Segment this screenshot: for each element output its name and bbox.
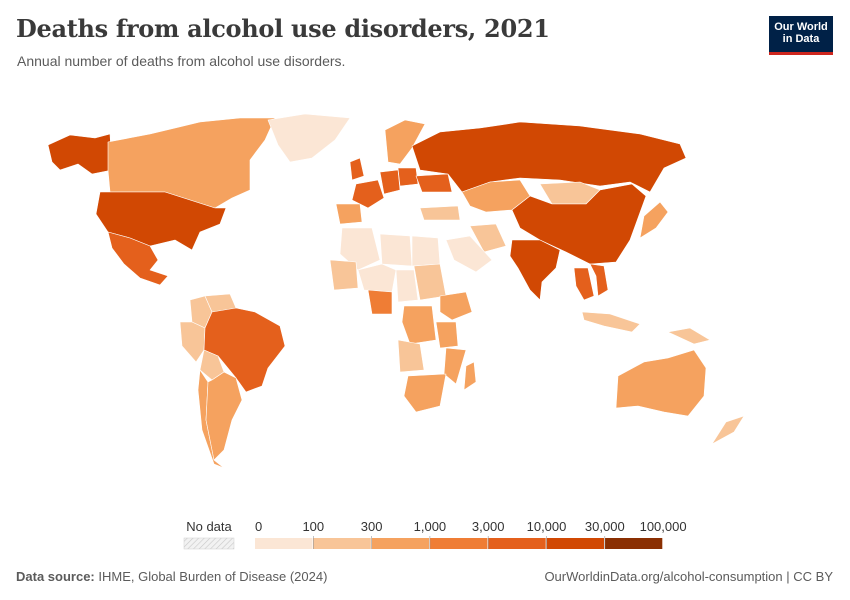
- region-new-zealand[interactable]: [711, 415, 745, 445]
- legend-tick-label: 0: [255, 519, 262, 534]
- legend-bin-3[interactable]: [429, 538, 488, 549]
- footer-source: Data source: IHME, Global Burden of Dise…: [16, 569, 327, 584]
- source-url-link[interactable]: OurWorldinData.org/alcohol-consumption: [544, 569, 783, 584]
- legend-tick-label: 1,000: [414, 519, 447, 534]
- license-link[interactable]: CC BY: [793, 569, 833, 584]
- world-map: [47, 113, 745, 469]
- legend: No data 0 100 300 1,000 3,000 10,000 30,000 100…: [183, 519, 687, 550]
- legend-tick-label: 30,000: [585, 519, 625, 534]
- region-iran[interactable]: [469, 223, 507, 253]
- region-vietnam[interactable]: [589, 263, 609, 297]
- region-south-africa[interactable]: [403, 373, 447, 413]
- owid-logo[interactable]: Our World in Data: [769, 16, 833, 55]
- region-sudan[interactable]: [413, 263, 447, 301]
- region-alaska[interactable]: [47, 133, 113, 175]
- region-tanzania[interactable]: [435, 321, 459, 349]
- legend-no-data-label: No data: [186, 519, 232, 534]
- region-thailand[interactable]: [573, 267, 595, 301]
- region-greenland[interactable]: [267, 113, 351, 163]
- region-angola[interactable]: [397, 339, 425, 373]
- region-ethiopia[interactable]: [439, 291, 473, 321]
- legend-bin-0[interactable]: [255, 538, 313, 549]
- region-mexico[interactable]: [107, 231, 169, 286]
- region-indonesia[interactable]: [581, 311, 641, 333]
- region-madagascar[interactable]: [463, 361, 477, 391]
- footer-separator: |: [782, 569, 794, 584]
- legend-bin-4[interactable]: [488, 538, 546, 549]
- region-india[interactable]: [509, 239, 561, 301]
- map-regions: [47, 113, 745, 469]
- region-united-kingdom[interactable]: [349, 157, 365, 181]
- region-spain[interactable]: [335, 203, 363, 225]
- chart-title: Deaths from alcohol use disorders, 2021: [16, 14, 550, 43]
- region-niger[interactable]: [357, 263, 397, 293]
- legend-bins: 0 100 300 1,000 3,000 10,000 30,000 100,000: [255, 519, 687, 549]
- region-mozambique[interactable]: [443, 347, 467, 385]
- region-ukraine[interactable]: [415, 173, 453, 193]
- region-poland[interactable]: [397, 167, 419, 187]
- region-libya[interactable]: [379, 233, 413, 267]
- region-japan[interactable]: [639, 201, 669, 239]
- logo-line-2: in Data: [782, 33, 820, 45]
- region-dr-congo[interactable]: [401, 305, 437, 345]
- legend-bin-2[interactable]: [371, 538, 430, 549]
- source-text: IHME, Global Burden of Disease (2024): [98, 569, 328, 584]
- region-algeria[interactable]: [339, 227, 381, 271]
- legend-no-data-swatch: [183, 537, 235, 550]
- legend-tick-label: 100,000: [640, 519, 687, 534]
- region-nigeria[interactable]: [367, 289, 393, 315]
- legend-bin-6[interactable]: [604, 538, 663, 549]
- region-papua-new-guinea[interactable]: [667, 327, 711, 345]
- source-label: Data source:: [16, 569, 95, 584]
- region-turkey[interactable]: [419, 205, 461, 221]
- region-australia[interactable]: [615, 349, 707, 417]
- legend-bin-5[interactable]: [546, 538, 605, 549]
- region-russia[interactable]: [411, 121, 687, 193]
- footer-links: OurWorldinData.org/alcohol-consumption |…: [544, 569, 833, 584]
- region-argentina[interactable]: [205, 371, 243, 461]
- region-chad[interactable]: [395, 269, 419, 303]
- logo-line-1: Our World: [774, 21, 828, 33]
- region-mali[interactable]: [329, 259, 359, 291]
- legend-tick-label: 3,000: [472, 519, 505, 534]
- legend-tick-label: 300: [361, 519, 383, 534]
- region-germany[interactable]: [379, 169, 401, 195]
- legend-bin-1[interactable]: [313, 538, 371, 549]
- region-peru[interactable]: [179, 321, 206, 363]
- region-france[interactable]: [351, 179, 385, 209]
- legend-tick-label: 100: [302, 519, 324, 534]
- chart-subtitle: Annual number of deaths from alcohol use…: [17, 53, 346, 69]
- region-egypt[interactable]: [411, 235, 441, 267]
- legend-tick-label: 10,000: [527, 519, 567, 534]
- region-scandinavia[interactable]: [384, 119, 426, 165]
- region-saudi-arabia[interactable]: [445, 235, 493, 273]
